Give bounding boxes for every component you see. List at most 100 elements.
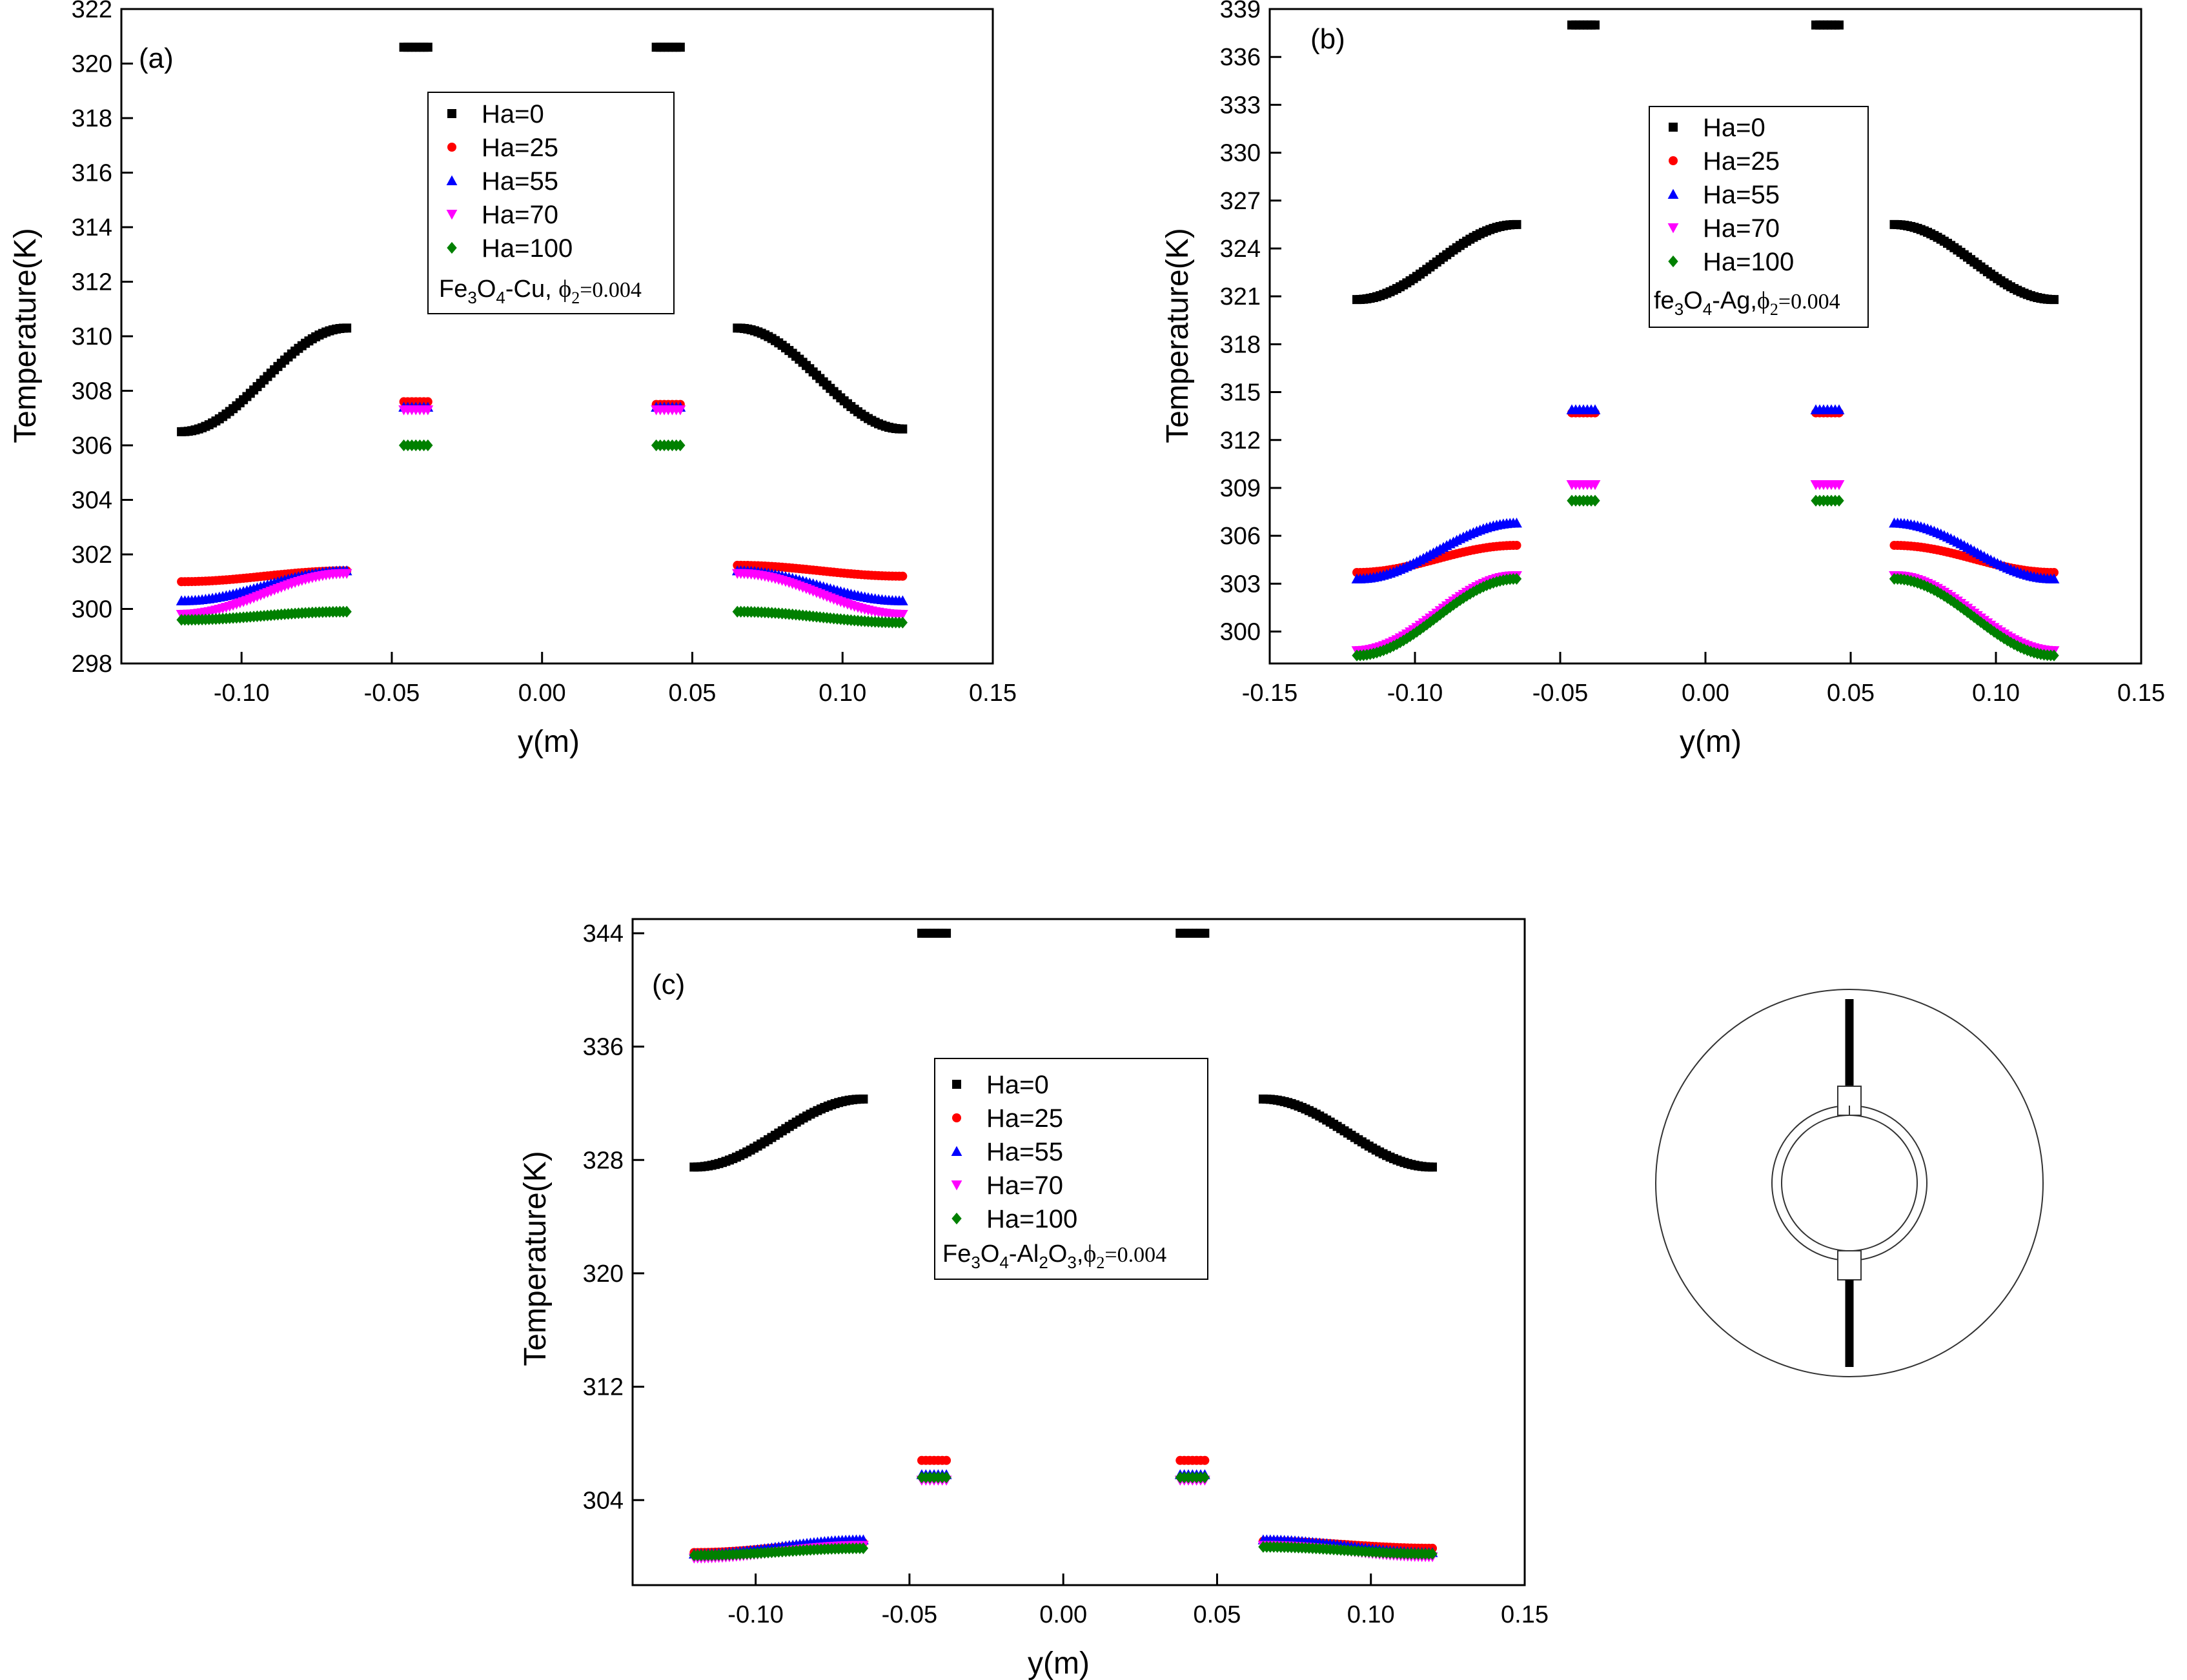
data-point xyxy=(1511,572,1522,585)
data-point xyxy=(1992,628,2003,640)
data-point xyxy=(1999,633,2009,645)
annotation-subscript: 3 xyxy=(467,288,476,307)
data-point xyxy=(1833,480,1845,491)
x-tick-label: -0.05 xyxy=(1532,680,1589,707)
data-point xyxy=(1428,1162,1438,1172)
annotation-part: Fe xyxy=(439,276,467,303)
data-point xyxy=(1989,625,1999,638)
y-tick-label: 303 xyxy=(1220,571,1261,598)
y-tick-label: 306 xyxy=(72,432,112,460)
annotation-subscript: 4 xyxy=(496,288,505,307)
data-point xyxy=(423,439,433,452)
series-ha-25 xyxy=(177,397,908,587)
bottom-block xyxy=(1837,1250,1862,1280)
series-ha-25 xyxy=(1352,408,2059,578)
series-ha-70 xyxy=(1351,480,2060,656)
x-tick-label: 0.05 xyxy=(1193,1601,1241,1628)
data-point xyxy=(1952,599,1963,611)
series-ha-100 xyxy=(689,1472,1438,1561)
annotation-part: O xyxy=(1048,1240,1068,1268)
legend-a: Ha=0 Ha=25 Ha=55 Ha=70 Ha=100 Fe3O4-Cu, ϕ2=0… xyxy=(427,92,675,314)
data-point xyxy=(1590,494,1600,507)
data-point xyxy=(1669,156,1678,165)
annotation-phi: ϕ xyxy=(558,276,571,303)
data-point xyxy=(447,241,457,254)
y-tick-label: 330 xyxy=(1220,140,1261,167)
annotation-part: O xyxy=(1683,287,1703,314)
data-marks-b xyxy=(1351,20,2060,662)
data-point xyxy=(952,1080,961,1089)
chart-panel-a: -0.10 -0.05 0.00 0.05 0.10 0.15 298 300 302 304 30… xyxy=(8,0,1017,759)
data-point xyxy=(1668,255,1678,268)
data-point xyxy=(1975,616,1986,629)
data-point xyxy=(423,397,432,407)
y-tick-label: 336 xyxy=(1220,44,1261,71)
data-point xyxy=(1425,616,1436,629)
x-tick-label: -0.10 xyxy=(727,1601,784,1628)
annotation-part: -Cu, xyxy=(505,276,558,303)
data-point xyxy=(858,1542,869,1555)
annotation-subscript: 2 xyxy=(1770,300,1778,319)
annotation-value: =0.004 xyxy=(1104,1243,1166,1267)
data-point xyxy=(1589,404,1601,414)
legend-label: Ha=25 xyxy=(482,134,558,162)
y-tick-label: 318 xyxy=(72,105,112,132)
y-tick-label: 309 xyxy=(1220,475,1261,502)
y-tick-label: 320 xyxy=(583,1260,624,1288)
data-point xyxy=(1200,928,1210,938)
x-tick-label: 0.10 xyxy=(819,680,866,707)
legend-label: Ha=0 xyxy=(1703,114,1765,142)
y-tick-label: 304 xyxy=(72,487,112,514)
data-point xyxy=(1955,601,1966,614)
data-point xyxy=(446,210,458,220)
cylinder-cross-section-diagram xyxy=(1655,989,2044,1377)
data-point xyxy=(897,609,908,620)
x-tick-label: -0.10 xyxy=(214,680,270,707)
y-tick-label: 328 xyxy=(583,1147,624,1174)
data-point xyxy=(1982,621,1993,633)
y-tick-label: 318 xyxy=(1220,331,1261,358)
annotation-phi: ϕ xyxy=(1083,1240,1096,1268)
chart-panel-c: -0.10 -0.05 0.00 0.05 0.10 0.1530431232032833… xyxy=(518,918,1549,1680)
y-tick-label: 306 xyxy=(1220,523,1261,550)
data-point xyxy=(1995,630,2006,643)
legend-label: Ha=55 xyxy=(482,167,558,196)
x-tick-label: 0.15 xyxy=(2117,680,2165,707)
legend-box-a xyxy=(427,92,675,314)
annotation-subscript: 4 xyxy=(1703,299,1712,319)
data-point xyxy=(1979,618,1989,631)
axis-ticks-a: -0.10 -0.05 0.00 0.05 0.10 0.15 298 300 302 304 30… xyxy=(72,0,1017,707)
data-point xyxy=(1835,20,1844,30)
x-tick-label: 0.05 xyxy=(668,680,716,707)
y-tick-label: 344 xyxy=(583,920,624,947)
data-point xyxy=(447,143,456,152)
y-axis-label-a: Temperature(K) xyxy=(8,228,43,443)
axis-ticks-c: -0.10 -0.05 0.00 0.05 0.10 0.1530431232032833… xyxy=(583,920,1549,1628)
y-tick-label: 339 xyxy=(1220,0,1261,23)
data-point xyxy=(1408,628,1419,640)
data-point xyxy=(1418,621,1429,633)
y-tick-label: 336 xyxy=(583,1034,624,1061)
annotation-subscript: 3 xyxy=(971,1253,980,1272)
legend-annotation-c: Fe3O4-Al2O3,ϕ2=0.004 xyxy=(942,1240,1166,1272)
annotation-subscript: 3 xyxy=(1067,1253,1076,1272)
y-tick-label: 300 xyxy=(72,596,112,623)
data-point xyxy=(1969,611,1979,623)
annotation-part: fe xyxy=(1654,287,1674,314)
data-point xyxy=(951,1212,962,1225)
annotation-part: -Al xyxy=(1009,1240,1039,1268)
x-tick-label: -0.05 xyxy=(882,1601,938,1628)
y-tick-label: 302 xyxy=(72,541,112,569)
data-point xyxy=(1432,611,1442,623)
data-point xyxy=(1200,1455,1210,1465)
data-point xyxy=(1458,592,1469,604)
data-point xyxy=(952,1113,961,1122)
data-point xyxy=(675,439,686,452)
legend-label: Ha=55 xyxy=(1703,181,1780,209)
legend-entries-c: Ha=0 Ha=25 Ha=55 Ha=70 Ha=100 xyxy=(951,1071,1077,1233)
annotation-subscript: 4 xyxy=(999,1253,1008,1272)
data-point xyxy=(341,569,352,579)
data-point xyxy=(1421,618,1432,631)
annotation-part: O xyxy=(477,276,496,303)
